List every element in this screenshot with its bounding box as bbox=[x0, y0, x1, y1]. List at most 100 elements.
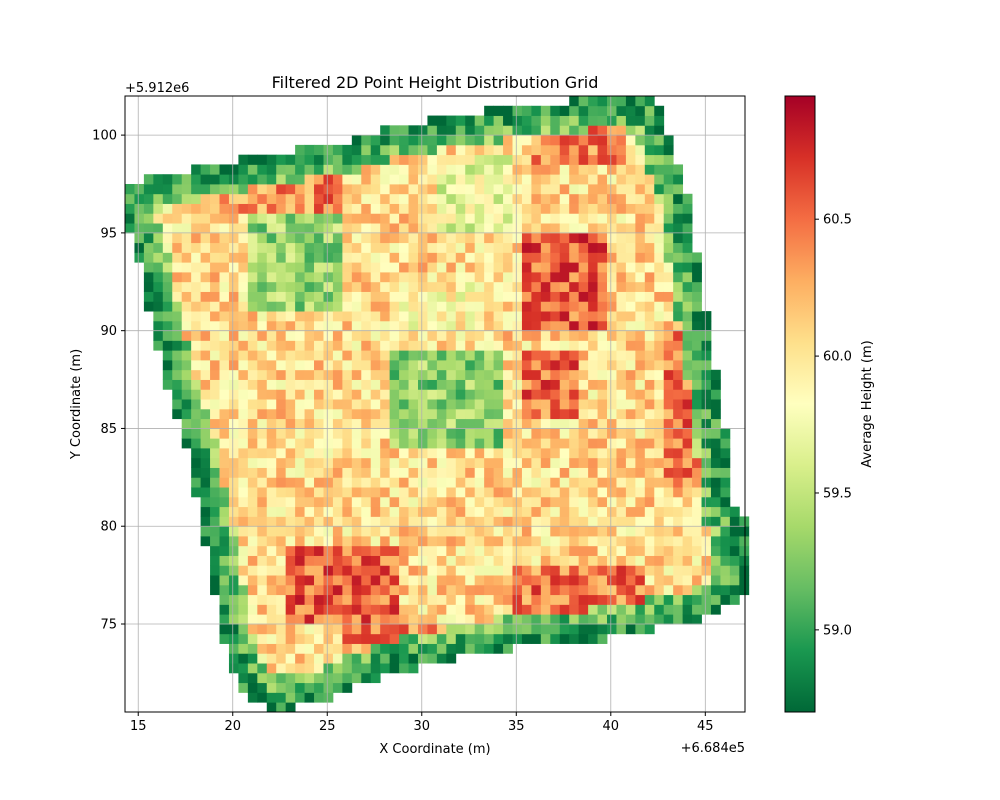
heatmap-cell bbox=[332, 389, 343, 400]
heatmap-cell bbox=[654, 545, 665, 556]
heatmap-cell bbox=[710, 516, 721, 527]
heatmap-cell bbox=[616, 536, 627, 547]
heatmap-cell bbox=[191, 399, 202, 410]
heatmap-cell bbox=[493, 624, 504, 635]
heatmap-cell bbox=[559, 555, 570, 566]
heatmap-cell bbox=[465, 487, 476, 498]
heatmap-cell bbox=[673, 438, 684, 449]
heatmap-cell bbox=[389, 653, 400, 664]
heatmap-cell bbox=[644, 428, 655, 439]
heatmap-cell bbox=[692, 536, 702, 547]
heatmap-cell bbox=[266, 184, 277, 195]
heatmap-cell bbox=[673, 477, 684, 488]
heatmap-cell bbox=[285, 213, 296, 224]
heatmap-cell bbox=[521, 105, 532, 116]
heatmap-cell bbox=[276, 467, 287, 478]
heatmap-cell bbox=[503, 624, 513, 635]
heatmap-cell bbox=[436, 262, 447, 273]
heatmap-cell bbox=[455, 340, 466, 351]
heatmap-cell bbox=[474, 320, 485, 332]
heatmap-cell bbox=[276, 477, 287, 488]
heatmap-cell bbox=[701, 389, 712, 400]
heatmap-cell bbox=[370, 428, 381, 439]
heatmap-cell bbox=[644, 369, 655, 380]
heatmap-cell bbox=[247, 545, 258, 556]
heatmap-cell bbox=[654, 516, 665, 527]
heatmap-cell bbox=[332, 584, 343, 596]
heatmap-cell bbox=[531, 154, 542, 165]
heatmap-cell bbox=[578, 379, 589, 390]
heatmap-cell bbox=[607, 232, 617, 244]
heatmap-cell bbox=[569, 477, 580, 488]
heatmap-cell bbox=[635, 594, 646, 605]
heatmap-cell bbox=[332, 526, 343, 537]
heatmap-cell bbox=[512, 487, 523, 498]
heatmap-cell bbox=[625, 584, 636, 596]
heatmap-cell bbox=[597, 399, 608, 410]
heatmap-cell bbox=[417, 594, 428, 605]
heatmap-cell bbox=[266, 389, 277, 400]
heatmap-cell bbox=[493, 536, 504, 547]
heatmap-cell bbox=[455, 379, 466, 390]
heatmap-cell bbox=[323, 555, 334, 566]
heatmap-cell bbox=[219, 242, 230, 253]
heatmap-cell bbox=[493, 614, 504, 625]
heatmap-cell bbox=[191, 262, 202, 273]
heatmap-cell bbox=[465, 360, 476, 371]
heatmap-cell bbox=[692, 604, 702, 615]
heatmap-cell bbox=[238, 379, 249, 390]
heatmap-cell bbox=[417, 311, 428, 322]
heatmap-cell bbox=[663, 174, 674, 185]
heatmap-cell bbox=[153, 301, 164, 312]
heatmap-cell bbox=[616, 624, 627, 635]
heatmap-cell bbox=[446, 643, 457, 654]
heatmap-cell bbox=[351, 408, 362, 420]
heatmap-cell bbox=[625, 487, 636, 498]
heatmap-cell bbox=[162, 301, 173, 312]
heatmap-cell bbox=[559, 223, 570, 234]
heatmap-cell bbox=[200, 340, 211, 351]
heatmap-cell bbox=[228, 369, 239, 380]
heatmap-cell bbox=[314, 604, 324, 615]
heatmap-cell bbox=[484, 614, 494, 625]
heatmap-cell bbox=[503, 487, 513, 498]
heatmap-cell bbox=[465, 154, 476, 165]
heatmap-cell bbox=[521, 291, 532, 302]
heatmap-cell bbox=[436, 428, 447, 439]
heatmap-cell bbox=[200, 506, 211, 517]
heatmap-cell bbox=[304, 624, 315, 635]
heatmap-cell bbox=[276, 496, 287, 508]
heatmap-cell bbox=[361, 350, 372, 361]
heatmap-cell bbox=[285, 272, 296, 283]
heatmap-cell bbox=[654, 575, 665, 586]
heatmap-cell bbox=[200, 252, 211, 263]
heatmap-cell bbox=[465, 594, 476, 605]
heatmap-cell bbox=[276, 672, 287, 684]
heatmap-cell bbox=[654, 193, 665, 204]
heatmap-cell bbox=[351, 653, 362, 664]
heatmap-cell bbox=[654, 350, 665, 361]
heatmap-cell bbox=[550, 340, 561, 351]
heatmap-cell bbox=[531, 369, 542, 380]
heatmap-cell bbox=[361, 193, 372, 204]
heatmap-cell bbox=[332, 350, 343, 361]
heatmap-cell bbox=[455, 536, 466, 547]
heatmap-cell bbox=[228, 203, 239, 214]
heatmap-cell bbox=[304, 438, 315, 449]
heatmap-cell bbox=[172, 174, 183, 185]
heatmap-cell bbox=[417, 448, 428, 459]
heatmap-cell bbox=[540, 125, 551, 136]
heatmap-cell bbox=[484, 379, 494, 390]
heatmap-cell bbox=[559, 174, 570, 185]
heatmap-cell bbox=[455, 320, 466, 332]
heatmap-cell bbox=[540, 262, 551, 273]
heatmap-cell bbox=[569, 604, 580, 615]
heatmap-cell bbox=[512, 135, 523, 146]
heatmap-cell bbox=[531, 105, 542, 116]
heatmap-cell bbox=[399, 496, 409, 508]
heatmap-cell bbox=[673, 526, 684, 537]
heatmap-cell bbox=[228, 516, 239, 527]
heatmap-cell bbox=[361, 369, 372, 380]
heatmap-cell bbox=[295, 301, 305, 312]
heatmap-cell bbox=[484, 164, 494, 175]
